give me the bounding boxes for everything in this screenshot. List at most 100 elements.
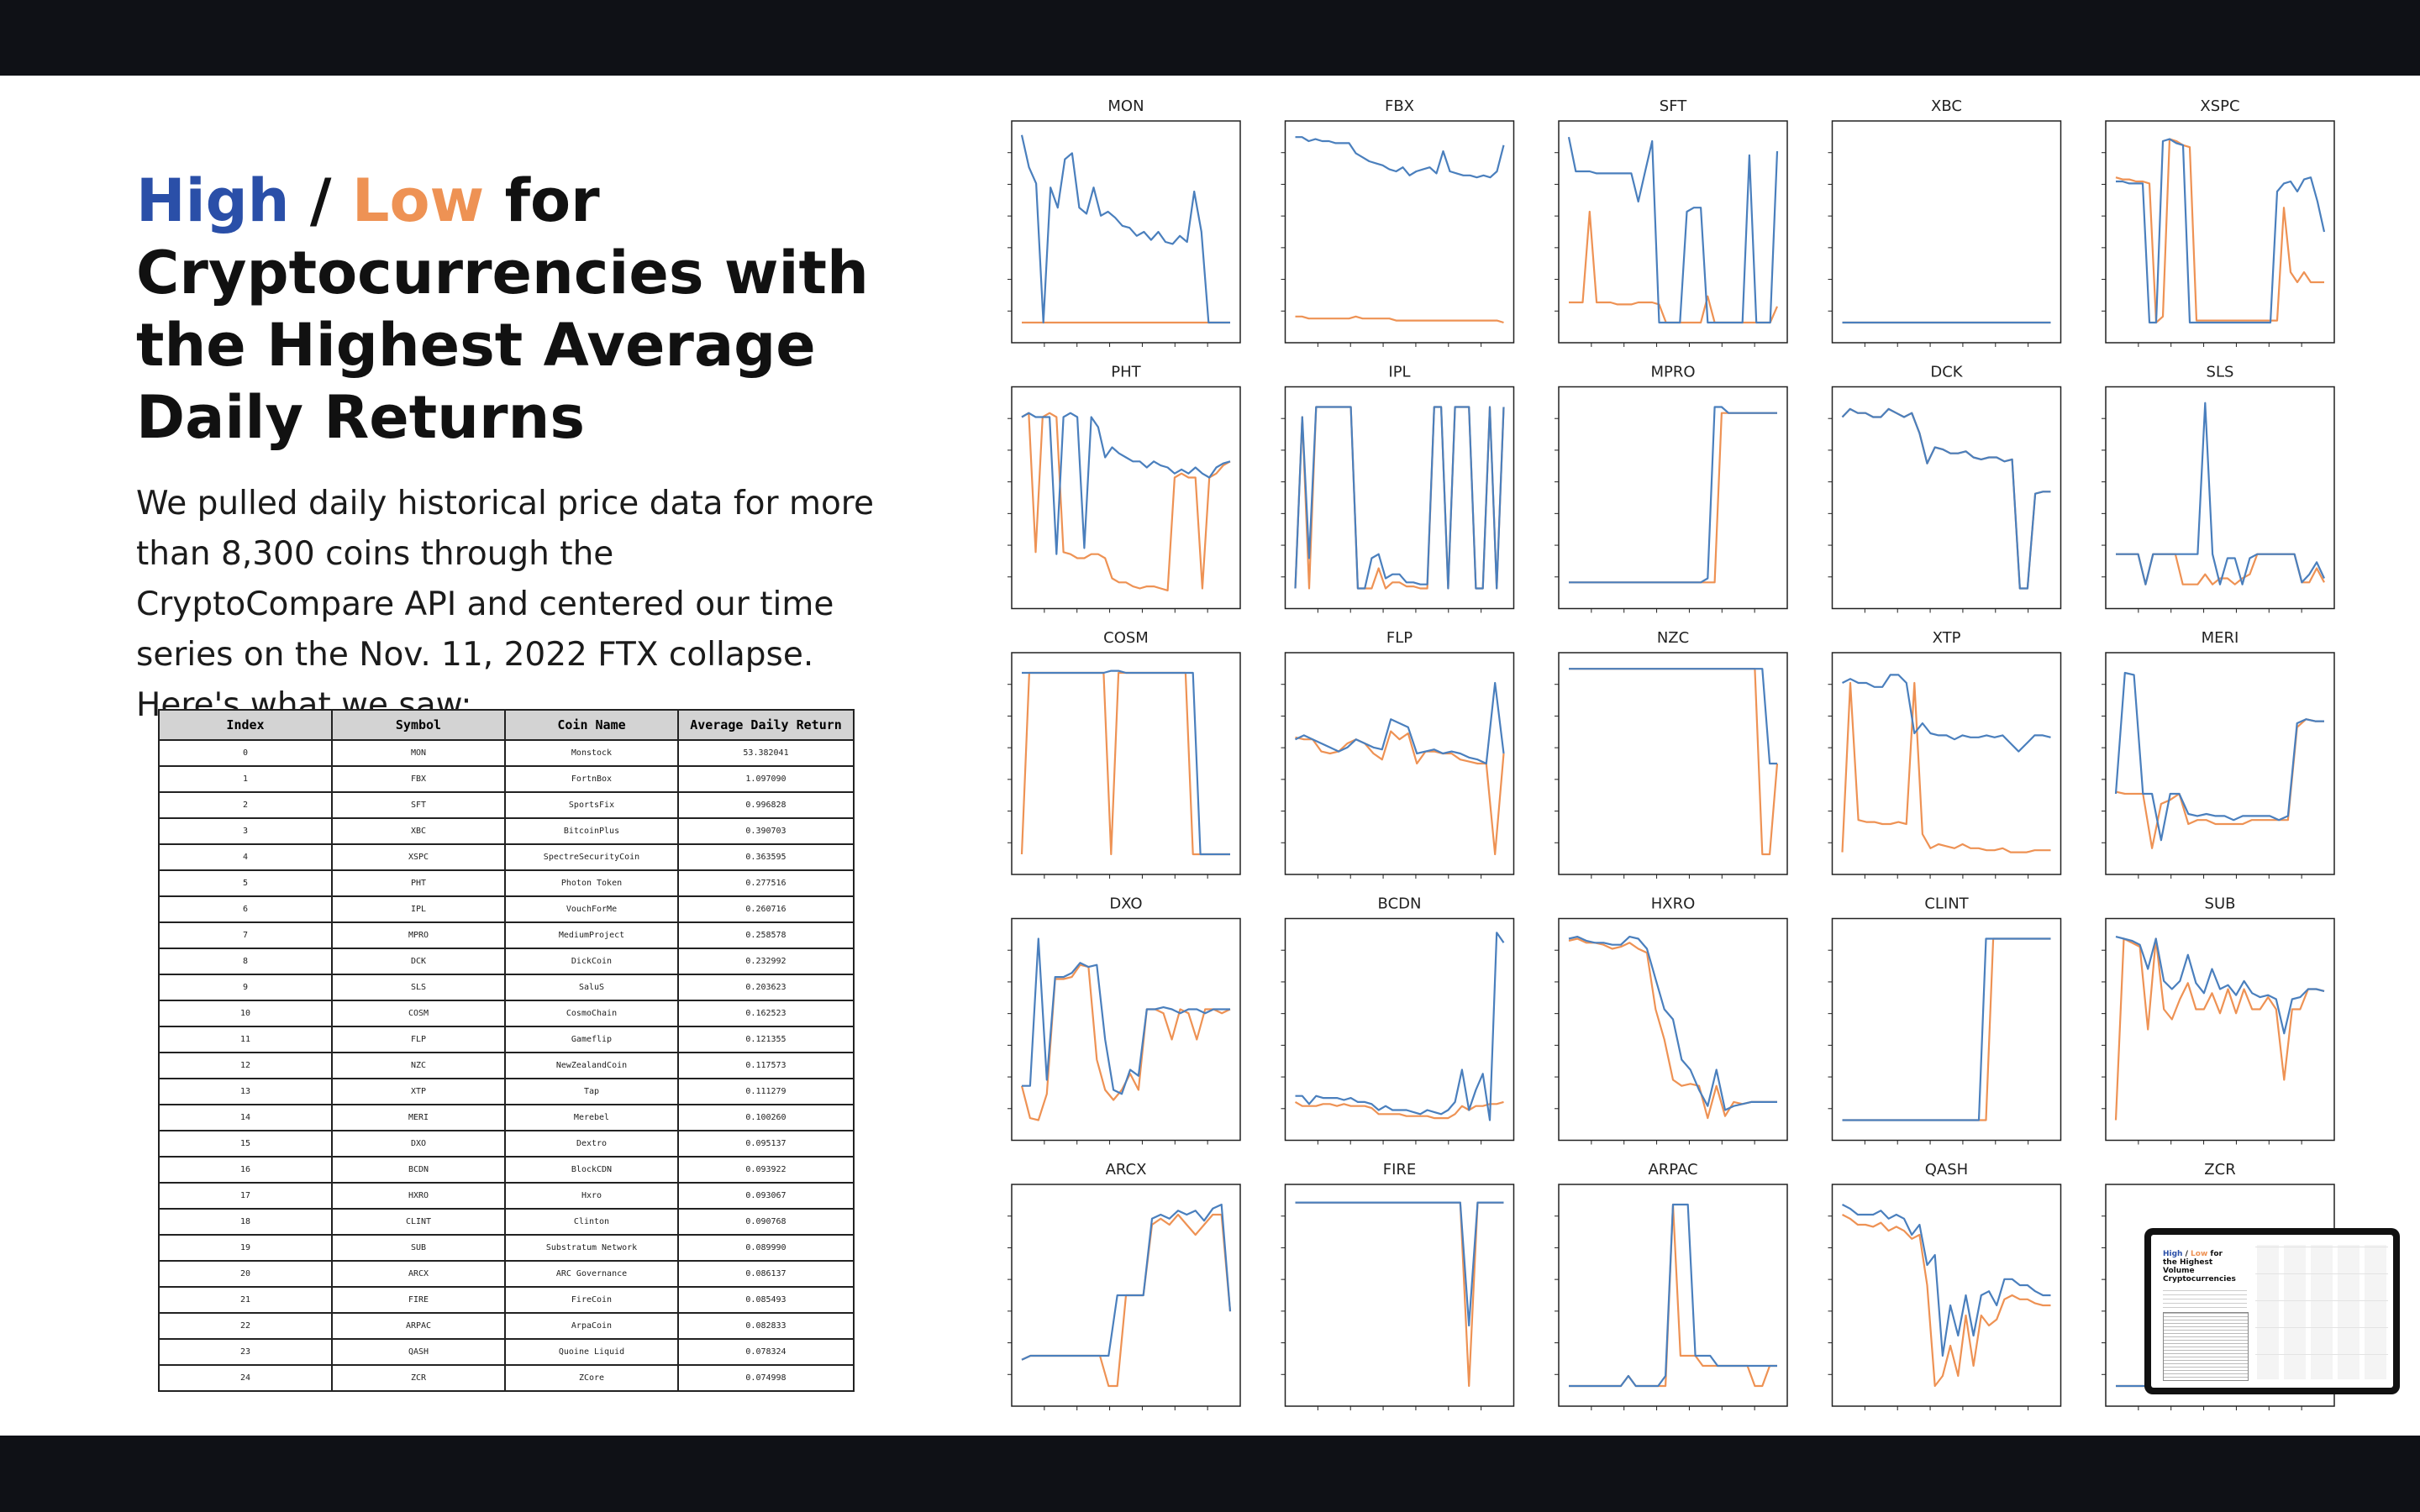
chart-title: FBX	[1385, 97, 1414, 115]
chart-panel-bcdn: BCDN	[1281, 895, 1515, 1145]
chart-panel-arpac: ARPAC	[1555, 1161, 1788, 1410]
column-header-coin-name: Coin Name	[504, 709, 679, 741]
thumbnail-screen: High / Low for the Highest Volume Crypto…	[2151, 1235, 2393, 1388]
chart-panel-arcx: ARCX	[1007, 1161, 1241, 1410]
chart-title: HXRO	[1651, 895, 1696, 913]
cell-symbol: BCDN	[331, 1156, 506, 1184]
cell-index: 18	[158, 1208, 333, 1236]
chart-title: COSM	[1103, 629, 1149, 647]
cell-coin-name: VouchForMe	[504, 895, 679, 923]
table-row: 7 MPRO MediumProject 0.258578	[158, 921, 855, 949]
series-line-high	[1569, 1203, 1777, 1388]
cell-average-daily-return: 0.363595	[677, 843, 855, 871]
table-row: 11 FLP Gameflip 0.121355	[158, 1026, 855, 1053]
cell-coin-name: BitcoinPlus	[504, 817, 679, 845]
chart-frame	[1284, 120, 1515, 344]
series-line-high	[1295, 136, 1505, 179]
chart-title: CLINT	[1924, 895, 1969, 913]
cell-coin-name: Clinton	[504, 1208, 679, 1236]
series-line-high	[1841, 407, 2051, 590]
cell-symbol: HXRO	[331, 1182, 506, 1210]
series-line-high	[2115, 936, 2325, 1035]
table-row: 2 SFT SportsFix 0.996828	[158, 791, 855, 819]
series-line-low	[2114, 937, 2325, 1121]
table-row: 14 MERI Merebel 0.100260	[158, 1104, 855, 1131]
cell-average-daily-return: 0.074998	[677, 1364, 855, 1392]
series-line-low	[2115, 138, 2324, 324]
chart-frame	[1284, 1184, 1515, 1407]
chart-panel-mon: MON	[1007, 97, 1241, 347]
chart-frame	[1831, 120, 2062, 344]
chart-title: FIRE	[1383, 1161, 1417, 1179]
table-row: 0 MON Monstock 53.382041	[158, 739, 855, 767]
cell-symbol: ZCR	[331, 1364, 506, 1392]
table-row: 3 XBC BitcoinPlus 0.390703	[158, 817, 855, 845]
column-header-average-daily-return: Average Daily Return	[677, 709, 855, 741]
cell-symbol: DCK	[331, 948, 506, 975]
cell-index: 11	[158, 1026, 333, 1053]
cell-average-daily-return: 0.089990	[677, 1234, 855, 1262]
chart-panel-qash: QASH	[1828, 1161, 2062, 1410]
cell-index: 15	[158, 1130, 333, 1158]
cell-index: 3	[158, 817, 333, 845]
title-high-word: High	[136, 166, 290, 235]
cell-coin-name: Tap	[504, 1078, 679, 1105]
table-header-row: Index Symbol Coin Name Average Daily Ret…	[158, 709, 855, 741]
cell-symbol: PHT	[331, 869, 506, 897]
chart-panel-sub: SUB	[2102, 895, 2335, 1145]
chart-frame	[1558, 917, 1788, 1142]
cell-index: 13	[158, 1078, 333, 1105]
table-row: 12 NZC NewZealandCoin 0.117573	[158, 1052, 855, 1079]
chart-title: XTP	[1933, 629, 1961, 647]
chart-title: FLP	[1386, 629, 1413, 647]
cell-symbol: ARPAC	[331, 1312, 506, 1340]
cell-symbol: ARCX	[331, 1260, 506, 1288]
cell-coin-name: Hxro	[504, 1182, 679, 1210]
cell-symbol: FBX	[331, 765, 506, 793]
cell-coin-name: CosmoChain	[504, 1000, 679, 1027]
chart-frame	[1284, 917, 1515, 1142]
table-body: 0 MON Monstock 53.382041 1 FBX FortnBox 1.09709…	[158, 739, 855, 1392]
cell-symbol: COSM	[331, 1000, 506, 1027]
slide-preview-thumbnail[interactable]: High / Low for the Highest Volume Crypto…	[2144, 1228, 2400, 1394]
intro-paragraph: We pulled daily historical price data fo…	[136, 485, 874, 724]
thumbnail-paragraph	[2163, 1290, 2247, 1309]
chart-frame	[1831, 1184, 2062, 1407]
cell-average-daily-return: 0.086137	[677, 1260, 855, 1288]
cell-average-daily-return: 1.097090	[677, 765, 855, 793]
chart-title: IPL	[1388, 364, 1410, 381]
chart-frame	[1558, 652, 1788, 875]
cell-average-daily-return: 0.078324	[677, 1338, 855, 1366]
cell-index: 22	[158, 1312, 333, 1340]
chart-panel-sft: SFT	[1555, 97, 1788, 347]
cell-index: 23	[158, 1338, 333, 1366]
cell-average-daily-return: 0.093922	[677, 1156, 855, 1184]
cell-average-daily-return: 0.093067	[677, 1182, 855, 1210]
table-row: 23 QASH Quoine Liquid 0.078324	[158, 1338, 855, 1366]
series-line-high	[1021, 412, 1231, 555]
cell-symbol: MERI	[331, 1104, 506, 1131]
series-line-high	[1022, 669, 1230, 856]
cell-index: 19	[158, 1234, 333, 1262]
top-letterbox-bar	[0, 0, 2420, 76]
cell-index: 14	[158, 1104, 333, 1131]
cell-index: 7	[158, 921, 333, 949]
chart-title: MERI	[2202, 629, 2239, 647]
series-line-high	[1020, 134, 1230, 324]
cell-average-daily-return: 0.117573	[677, 1052, 855, 1079]
series-line-high	[1569, 406, 1777, 584]
series-line-high	[1569, 668, 1777, 765]
cell-index: 5	[158, 869, 333, 897]
chart-panel-ipl: IPL	[1281, 364, 1515, 613]
cell-average-daily-return: 0.258578	[677, 921, 855, 949]
chart-title: SUB	[2205, 895, 2236, 913]
table-row: 15 DXO Dextro 0.095137	[158, 1130, 855, 1158]
chart-panel-fire: FIRE	[1281, 1161, 1515, 1410]
chart-panel-meri: MERI	[2102, 629, 2335, 879]
thumbnail-title-separator: /	[2182, 1250, 2191, 1258]
cell-average-daily-return: 0.390703	[677, 817, 855, 845]
cell-symbol: MPRO	[331, 921, 506, 949]
table-row: 24 ZCR ZCore 0.074998	[158, 1364, 855, 1392]
thumbnail-title-low: Low	[2191, 1250, 2208, 1258]
series-line-high	[1841, 1204, 2051, 1357]
